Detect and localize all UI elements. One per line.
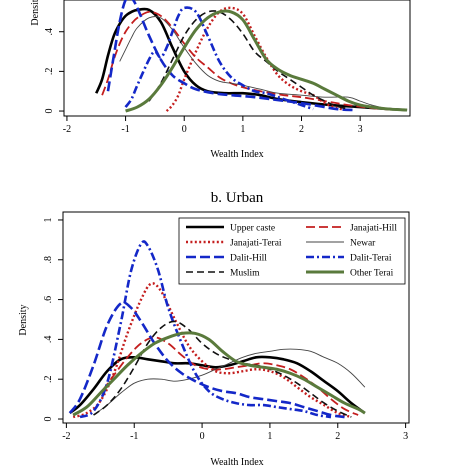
panel-a-y-axis-label: Density <box>30 0 41 26</box>
y-tick-label: 0 <box>43 417 54 422</box>
series-line-dalit-terai <box>79 240 332 419</box>
x-tick-label: -1 <box>121 124 129 135</box>
legend-label-janajati-hill: Janajati-Hill <box>350 224 397 234</box>
y-tick-label: 1 <box>43 217 54 222</box>
y-tick-label: .4 <box>44 28 55 35</box>
series-line-dalit-terai <box>124 6 314 111</box>
panel-b-y-axis-label: Density <box>18 304 29 335</box>
y-tick-label: 0 <box>44 109 55 114</box>
series-line-muslim <box>148 10 349 110</box>
x-tick-label: 0 <box>200 431 205 442</box>
y-tick-label: .6 <box>43 296 54 304</box>
panel-a-x-axis-label: Wealth Index <box>210 149 263 160</box>
legend-label-dalit-hill: Dalit-Hill <box>230 254 267 264</box>
x-tick-label: -1 <box>130 431 138 442</box>
panel-b-plot-frame <box>62 211 410 424</box>
series-line-other-terai <box>125 9 408 113</box>
x-tick-label: 1 <box>240 124 245 135</box>
series-line-other-terai <box>72 331 366 417</box>
series-line-dalit-hill <box>106 0 355 112</box>
series-line-janajati-terai <box>72 282 352 419</box>
y-tick-label: .4 <box>43 336 54 344</box>
legend-box <box>178 217 406 285</box>
x-tick-label: 2 <box>299 124 304 135</box>
series-line-newar <box>93 348 366 416</box>
x-tick-label: 3 <box>358 124 363 135</box>
series-line-upper-caste <box>68 355 366 415</box>
legend-label-muslim: Muslim <box>230 269 260 279</box>
legend-label-dalit-terai: Dalit-Terai <box>350 254 392 264</box>
panel-b-x-axis-label: Wealth Index <box>210 457 263 468</box>
panel-a-plot-frame <box>63 0 411 117</box>
panel-a: 0 .2 .4 -2 -1 0 1 2 3 Density Wealth Index <box>30 0 411 160</box>
legend-label-upper-caste: Upper caste <box>230 224 275 234</box>
y-tick-label: .2 <box>43 375 54 383</box>
x-tick-label: 3 <box>403 431 408 442</box>
x-tick-label: 0 <box>182 124 187 135</box>
legend-label-newar: Newar <box>350 239 376 249</box>
series-line-janajati-hill <box>101 10 396 111</box>
series-line-dalit-hill <box>68 301 345 419</box>
x-tick-label: -2 <box>63 124 71 135</box>
legend-label-janajati-terai: Janajati-Terai <box>230 239 282 249</box>
panel-b-title: b. Urban <box>211 190 264 206</box>
series-line-muslim <box>93 320 352 418</box>
y-tick-label: .8 <box>43 256 54 264</box>
x-tick-label: 1 <box>267 431 272 442</box>
panel-b: b. Urban 0 .2 .4 .6 .8 1 -2 -1 0 1 2 3 Density Wea… <box>18 190 410 468</box>
x-tick-label: -2 <box>62 431 70 442</box>
panel-b-legend: Upper caste Janajati-Hill Janajati-Terai Ne… <box>178 217 406 285</box>
y-tick-label: .2 <box>44 68 55 76</box>
x-tick-label: 2 <box>335 431 340 442</box>
legend-label-other-terai: Other Terai <box>350 269 394 279</box>
